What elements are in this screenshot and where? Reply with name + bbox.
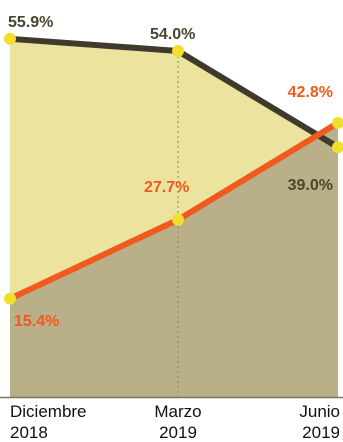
- data-labels: 55.9% 54.0% 39.0% 15.4% 27.7% 42.8%: [8, 14, 333, 330]
- data-point-lower-2: [332, 116, 343, 129]
- lower-area: [10, 122, 338, 398]
- data-point-upper-1: [172, 45, 184, 57]
- x-axis-ticks: Diciembre 2018 Marzo 2019 Junio 2019: [10, 402, 340, 442]
- area-fills: [0, 38, 343, 399]
- x-tick-label-1-0: Marzo: [154, 402, 201, 421]
- data-label-lower-0: 15.4%: [14, 313, 59, 330]
- data-label-lower-2: 42.8%: [288, 84, 333, 101]
- upper-area: [10, 38, 338, 299]
- x-tick-label-0-0: Diciembre: [10, 402, 87, 421]
- x-tick-label-2-1: 2019: [302, 423, 340, 442]
- x-tick-label-2-0: Junio: [299, 402, 340, 421]
- x-tick-label-0-1: 2018: [10, 423, 48, 442]
- x-tick-label-1-1: 2019: [159, 423, 197, 442]
- data-point-lower-1: [172, 213, 184, 226]
- data-label-lower-1: 27.7%: [144, 179, 189, 196]
- data-point-upper-2: [332, 141, 343, 154]
- data-points: [4, 32, 343, 305]
- data-label-upper-1: 54.0%: [150, 26, 195, 43]
- data-point-lower-0: [4, 292, 16, 305]
- data-point-upper-0: [4, 32, 16, 45]
- data-label-upper-2: 39.0%: [288, 177, 333, 194]
- data-label-upper-0: 55.9%: [8, 14, 53, 31]
